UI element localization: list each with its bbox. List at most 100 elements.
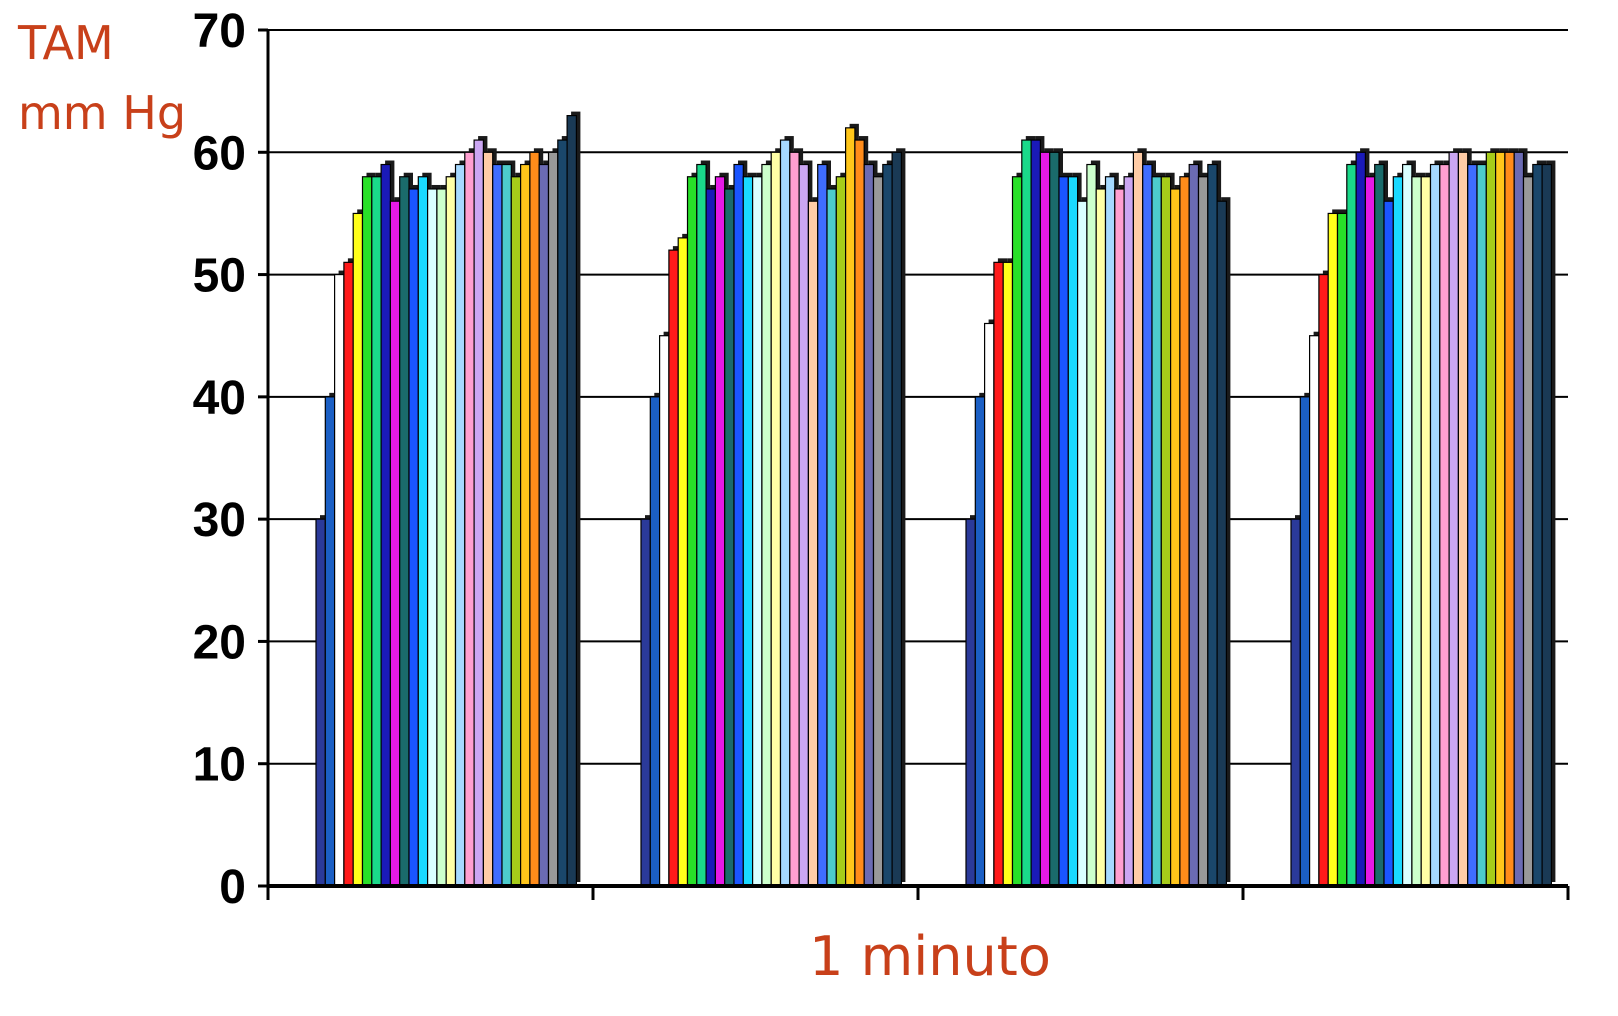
y-axis-label-line-2: mm Hg <box>18 86 187 140</box>
bar <box>1216 200 1227 887</box>
bar <box>844 127 856 887</box>
y-tick-label: 0 <box>219 861 246 914</box>
bar <box>1104 176 1116 887</box>
bar <box>1086 163 1097 887</box>
bar <box>1188 163 1200 887</box>
bar <box>1179 176 1190 887</box>
bar <box>1207 163 1218 887</box>
bar <box>361 176 373 887</box>
bar <box>1494 151 1506 887</box>
bar <box>742 176 754 887</box>
y-tick-label: 20 <box>193 616 246 669</box>
bar <box>1299 396 1311 887</box>
bar <box>538 163 550 887</box>
bar <box>436 188 447 887</box>
y-tick-labels: 0 10 20 30 40 50 60 70 <box>193 5 246 914</box>
bar <box>510 176 522 887</box>
bar <box>1021 139 1032 887</box>
bar <box>1030 139 1041 887</box>
bar <box>1448 151 1459 887</box>
bar <box>380 163 392 887</box>
bar <box>677 237 689 887</box>
bar <box>872 176 884 887</box>
bar <box>1308 335 1320 887</box>
bar <box>1522 176 1534 887</box>
bar <box>315 518 326 887</box>
bar <box>371 176 382 887</box>
bar <box>1095 188 1107 887</box>
bar <box>1439 163 1450 887</box>
bar <box>1485 151 1497 887</box>
bar <box>965 518 976 887</box>
bar <box>993 261 1004 887</box>
bar <box>696 163 707 887</box>
bar <box>454 163 466 887</box>
bar <box>789 151 800 887</box>
bars <box>315 111 1556 887</box>
bar <box>1002 261 1014 887</box>
bar <box>817 163 828 887</box>
bar <box>761 163 772 887</box>
bar <box>1160 176 1172 887</box>
bar <box>417 176 429 887</box>
y-tick-label: 60 <box>193 127 246 180</box>
bar <box>779 139 791 887</box>
bar <box>835 176 847 887</box>
bar <box>1067 176 1079 887</box>
y-axis-label-line-1: TAM <box>18 16 114 70</box>
x-axis-label: 1 minuto <box>809 925 1051 988</box>
bar <box>974 396 986 887</box>
bar <box>1392 176 1404 887</box>
bar <box>547 151 559 887</box>
bar <box>1039 151 1051 887</box>
bar <box>445 176 457 887</box>
bar <box>714 176 726 887</box>
bar <box>1151 176 1162 887</box>
bar <box>1169 188 1181 887</box>
bar <box>1076 200 1088 887</box>
bar <box>770 151 782 887</box>
bar <box>1457 151 1469 887</box>
bar <box>501 163 512 887</box>
bar <box>733 163 744 887</box>
bar <box>1467 163 1478 887</box>
bar <box>1346 163 1357 887</box>
bar <box>1011 176 1023 887</box>
bar <box>482 151 494 887</box>
bar <box>1401 163 1413 887</box>
bar <box>1290 518 1301 887</box>
bar <box>1355 151 1366 887</box>
bar <box>1197 176 1209 887</box>
bar <box>1420 176 1432 887</box>
bar <box>807 200 819 887</box>
bar <box>863 163 875 887</box>
bar <box>640 518 651 887</box>
bar <box>1318 273 1329 887</box>
y-tick-label: 50 <box>193 250 246 303</box>
bar <box>352 212 364 887</box>
y-tick-label: 70 <box>193 5 246 58</box>
bar <box>854 139 865 887</box>
bar <box>557 139 568 887</box>
bar <box>705 188 716 887</box>
bar <box>1513 151 1525 887</box>
bar <box>343 261 354 887</box>
bar <box>1504 151 1515 887</box>
y-tick-label: 30 <box>193 494 246 547</box>
bar <box>1049 151 1060 887</box>
bar <box>1429 163 1441 887</box>
bar <box>798 163 809 887</box>
bar <box>686 176 698 887</box>
bar <box>649 396 661 887</box>
bar <box>1476 163 1487 887</box>
bar <box>983 322 995 887</box>
y-tick-label: 10 <box>193 739 246 792</box>
y-tick-label: 40 <box>193 372 246 425</box>
bar <box>891 151 902 887</box>
bar <box>1411 176 1422 887</box>
bar <box>1327 212 1339 887</box>
bar <box>1374 163 1385 887</box>
bar <box>1364 176 1376 887</box>
bar <box>1383 200 1394 887</box>
